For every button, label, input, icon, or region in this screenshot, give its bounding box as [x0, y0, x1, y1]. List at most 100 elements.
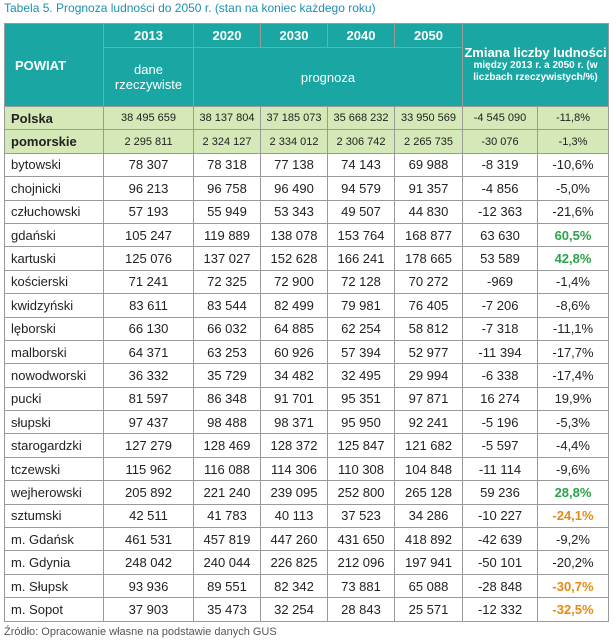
change-pct-cell: 60,5% [537, 222, 609, 248]
population-cell: 96 213 [103, 176, 194, 201]
change-abs-cell: 53 589 [462, 246, 538, 271]
row-name: m. Sopot [4, 597, 104, 622]
row-name: pucki [4, 386, 104, 412]
row-name: m. Słupsk [4, 573, 104, 599]
row-name: lęborski [4, 316, 104, 341]
population-cell: 76 405 [394, 293, 463, 318]
change-pct-cell: 28,8% [537, 480, 609, 505]
table-row: człuchowski 57 193 55 949 53 343 49 507 44 83… [4, 199, 609, 224]
table-row: starogardzki 127 279 128 469 128 372 125 847… [4, 433, 609, 458]
change-abs-cell: -7 318 [462, 316, 538, 341]
population-cell: 95 351 [327, 386, 395, 412]
change-abs-cell: 63 630 [462, 222, 538, 248]
table-row: nowodworski 36 332 35 729 34 482 32 495 29 99… [4, 363, 609, 388]
population-cell: 78 307 [103, 152, 194, 178]
population-cell: 35 473 [193, 597, 261, 622]
change-pct-cell: -11,1% [537, 316, 609, 341]
population-cell: 125 847 [327, 433, 395, 458]
row-name: m. Gdańsk [4, 527, 104, 552]
population-cell: 447 260 [260, 527, 328, 552]
table-row: kościerski 71 241 72 325 72 900 72 128 70 272… [4, 269, 609, 295]
table-row: Polska 38 495 659 38 137 804 37 185 073 35 6… [4, 105, 609, 131]
change-abs-cell: -7 206 [462, 293, 538, 318]
change-pct-cell: -1,4% [537, 269, 609, 295]
population-cell: 92 241 [394, 410, 463, 435]
row-name: tczewski [4, 456, 104, 482]
population-cell: 168 877 [394, 222, 463, 248]
population-cell: 114 306 [260, 456, 328, 482]
year-header: 2040 [327, 23, 395, 48]
change-abs-cell: 16 274 [462, 386, 538, 412]
population-cell: 72 325 [193, 269, 261, 295]
population-cell: 97 871 [394, 386, 463, 412]
population-cell: 25 571 [394, 597, 463, 622]
change-abs-cell: -4 856 [462, 176, 538, 201]
table-row: sztumski 42 511 41 783 40 113 37 523 34 286 -1… [4, 503, 609, 529]
population-cell: 40 113 [260, 503, 328, 529]
population-cell: 91 701 [260, 386, 328, 412]
powiat-header: POWIAT [4, 23, 104, 107]
change-pct-cell: -30,7% [537, 573, 609, 599]
change-pct-cell: 42,8% [537, 246, 609, 271]
population-cell: 38 495 659 [103, 105, 194, 131]
population-cell: 33 950 569 [394, 105, 463, 131]
population-cell: 95 950 [327, 410, 395, 435]
population-cell: 72 128 [327, 269, 395, 295]
population-cell: 153 764 [327, 222, 395, 248]
header-row-years: POWIAT 2013 2020 2030 2040 2050 Zmiana l… [4, 23, 609, 107]
change-abs-cell: -42 639 [462, 527, 538, 552]
row-name: malborski [4, 339, 104, 365]
population-cell: 97 437 [103, 410, 194, 435]
population-cell: 35 668 232 [327, 105, 395, 131]
row-name: słupski [4, 410, 104, 435]
population-cell: 418 892 [394, 527, 463, 552]
row-name: m. Gdynia [4, 550, 104, 575]
change-header-title: Zmiana liczby ludności [464, 45, 607, 60]
population-cell: 248 042 [103, 550, 194, 575]
table-row: pomorskie 2 295 811 2 324 127 2 334 012 2 30… [4, 129, 609, 154]
row-name: gdański [4, 222, 104, 248]
population-cell: 119 889 [193, 222, 261, 248]
population-cell: 32 495 [327, 363, 395, 388]
population-cell: 52 977 [394, 339, 463, 365]
population-cell: 73 881 [327, 573, 395, 599]
population-cell: 94 579 [327, 176, 395, 201]
change-abs-cell: -12 363 [462, 199, 538, 224]
population-cell: 127 279 [103, 433, 194, 458]
population-cell: 96 758 [193, 176, 261, 201]
year-header: 2013 [103, 23, 194, 48]
population-cell: 37 523 [327, 503, 395, 529]
population-cell: 62 254 [327, 316, 395, 341]
table-row: gdański 105 247 119 889 138 078 153 764 168 8… [4, 222, 609, 248]
population-forecast-table: POWIAT 2013 2020 2030 2040 2050 Zmiana l… [4, 23, 609, 622]
population-cell: 82 342 [260, 573, 328, 599]
change-abs-cell: -50 101 [462, 550, 538, 575]
change-pct-cell: -24,1% [537, 503, 609, 529]
population-cell: 104 848 [394, 456, 463, 482]
population-cell: 65 088 [394, 573, 463, 599]
table-row: chojnicki 96 213 96 758 96 490 94 579 91 357-… [4, 176, 609, 201]
population-cell: 53 343 [260, 199, 328, 224]
population-cell: 83 544 [193, 293, 261, 318]
population-cell: 71 241 [103, 269, 194, 295]
population-cell: 197 941 [394, 550, 463, 575]
change-pct-cell: -4,4% [537, 433, 609, 458]
change-pct-cell: -8,6% [537, 293, 609, 318]
row-name: człuchowski [4, 199, 104, 224]
table-row: wejherowski 205 892 221 240 239 095 252 800 2… [4, 480, 609, 505]
population-cell: 252 800 [327, 480, 395, 505]
row-name: kwidzyński [4, 293, 104, 318]
change-pct-cell: 19,9% [537, 386, 609, 412]
change-pct-cell: -17,4% [537, 363, 609, 388]
population-cell: 2 306 742 [327, 129, 395, 154]
change-abs-cell: -11 394 [462, 339, 538, 365]
population-cell: 77 138 [260, 152, 328, 178]
table-row: m. Gdynia 248 042 240 044 226 825 212 096 197… [4, 550, 609, 575]
forecast-header: prognoza [193, 47, 463, 107]
change-pct-cell: -21,6% [537, 199, 609, 224]
row-name: pomorskie [4, 129, 104, 154]
year-header: 2050 [394, 23, 463, 48]
population-cell: 105 247 [103, 222, 194, 248]
change-header-subtitle: między 2013 r. a 2050 r. (w liczbach rze… [473, 60, 598, 83]
change-pct-cell: -11,8% [537, 105, 609, 131]
